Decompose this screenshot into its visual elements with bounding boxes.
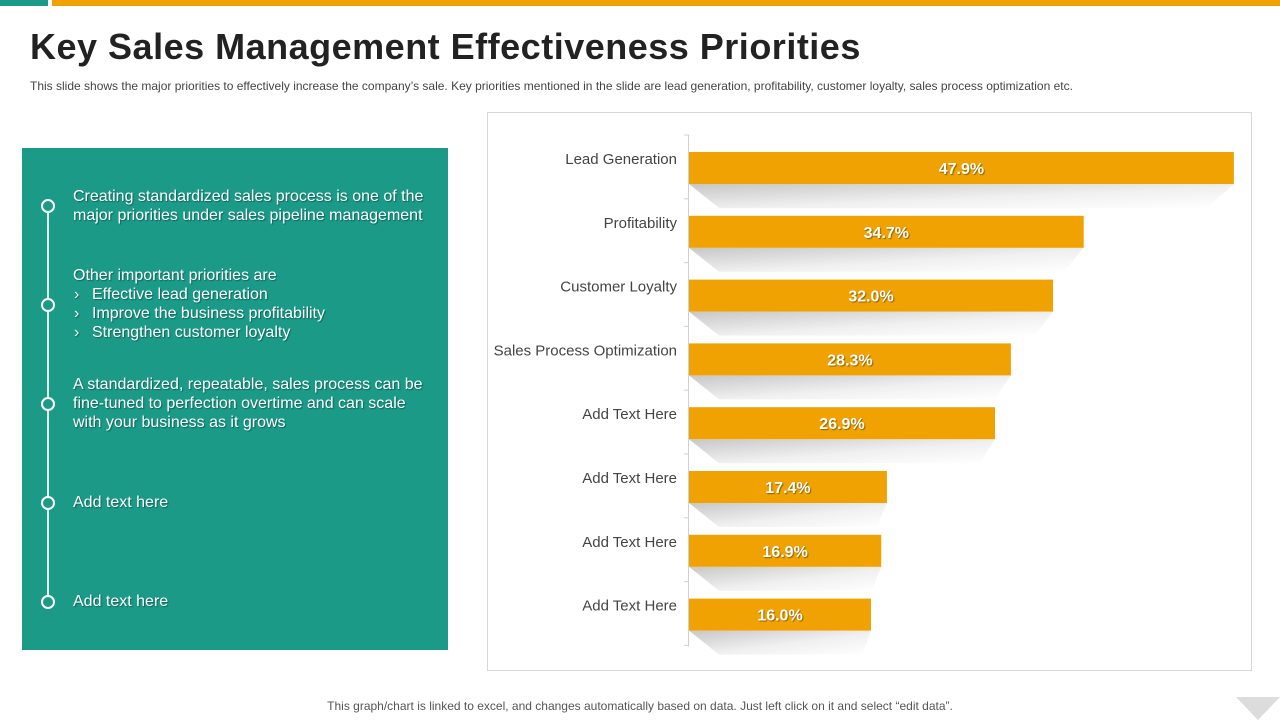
timeline-dot-icon	[41, 496, 55, 510]
chart-footnote: This graph/chart is linked to excel, and…	[327, 699, 953, 713]
bar-shadow	[689, 630, 871, 655]
data-label: 32.0%	[848, 289, 893, 306]
panel-item-5: Add text here	[73, 593, 169, 610]
timeline-dot-icon	[41, 397, 55, 411]
panel-item-4: Add text here	[73, 494, 169, 511]
data-label: 26.9%	[819, 416, 864, 433]
bar-shadow	[689, 184, 1234, 208]
panel-item-1: Creating standardized sales process is o…	[73, 188, 424, 224]
bar-shadow	[689, 566, 882, 591]
bullet-item: Effective lead generation	[73, 285, 433, 304]
slide-title: Key Sales Management Effectiveness Prior…	[30, 26, 861, 67]
bar-chart-container: 47.9% Lead Generation 34.7% Profitability 32…	[487, 112, 1252, 671]
bar-chart: 47.9% Lead Generation 34.7% Profitability 32…	[494, 134, 1234, 655]
bar-1	[689, 152, 1234, 184]
category-label: Add Text Here	[582, 406, 677, 423]
data-label: 28.3%	[827, 352, 872, 369]
panel-item-2: Other important priorities are Effective…	[73, 266, 433, 342]
panel-item-2-bullets: Effective lead generation Improve the bu…	[73, 285, 433, 342]
bar-2	[689, 215, 1084, 248]
bar-shadow	[689, 247, 1084, 272]
timeline-dot-icon	[41, 298, 55, 312]
data-label: 16.9%	[762, 544, 807, 561]
bar-6	[689, 471, 887, 503]
bar-3	[689, 279, 1053, 312]
top-accent-teal	[0, 0, 48, 6]
data-label: 16.0%	[757, 608, 802, 625]
category-label: Customer Loyalty	[560, 279, 677, 296]
bar-4	[689, 343, 1011, 376]
data-label: 34.7%	[864, 225, 909, 242]
data-label: 17.4%	[765, 480, 810, 497]
category-label: Add Text Here	[582, 598, 677, 615]
category-label: Profitability	[604, 215, 678, 232]
bar-shadow	[689, 503, 887, 527]
corner-triangle-icon	[1236, 697, 1280, 720]
timeline-dot-icon	[41, 199, 55, 213]
bar-8	[689, 598, 871, 631]
data-label: 47.9%	[939, 161, 984, 178]
panel-item-3: A standardized, repeatable, sales proces…	[73, 376, 423, 431]
slide-subtitle: This slide shows the major priorities to…	[30, 79, 1073, 93]
category-label: Add Text Here	[582, 534, 677, 551]
bar-shadow	[689, 375, 1011, 400]
panel-item-2-intro: Other important priorities are	[73, 267, 277, 284]
timeline-dot-icon	[41, 595, 55, 609]
bar-7	[689, 534, 882, 567]
priorities-panel: Creating standardized sales process is o…	[22, 148, 448, 650]
bar-shadow	[689, 439, 995, 464]
bar-shadow	[689, 311, 1053, 336]
bullet-item: Improve the business profitability	[73, 304, 433, 323]
bar-5	[689, 407, 995, 440]
category-label: Sales Process Optimization	[494, 342, 677, 359]
top-accent-gold	[52, 0, 1280, 6]
top-accent-bar	[0, 0, 1280, 6]
category-label: Add Text Here	[582, 470, 677, 487]
category-label: Lead Generation	[565, 151, 677, 168]
bullet-item: Strengthen customer loyalty	[73, 323, 433, 342]
